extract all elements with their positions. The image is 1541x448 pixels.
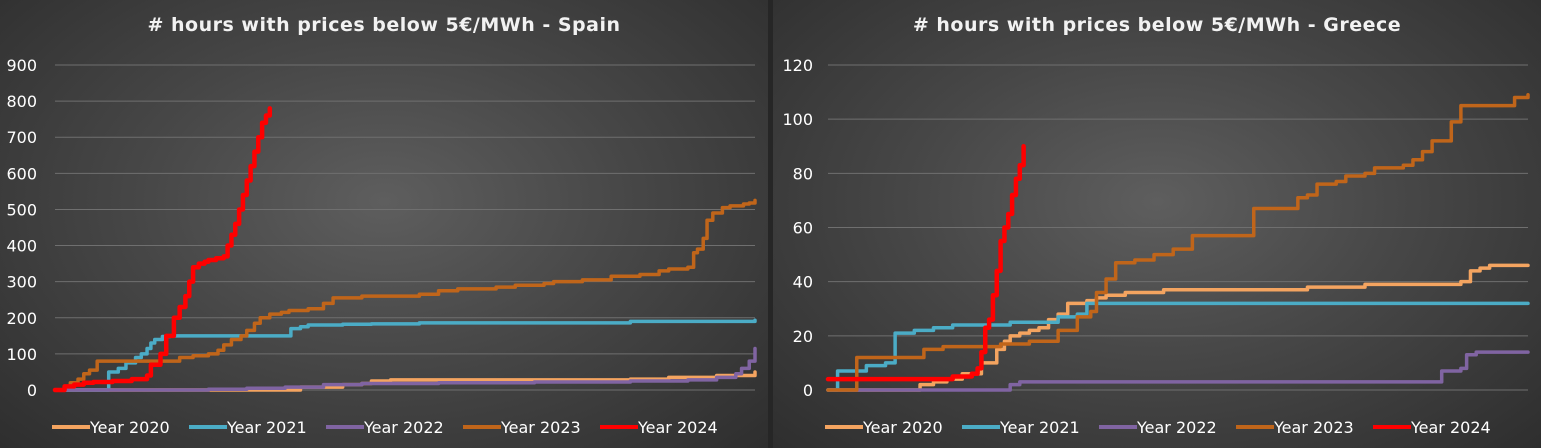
- legend-label-year-2021: Year 2021: [999, 418, 1080, 437]
- legend-label-year-2021: Year 2021: [226, 418, 307, 437]
- legend-label-year-2020: Year 2020: [89, 418, 170, 437]
- series-line-year-2021: [826, 301, 1530, 392]
- legend-label-year-2022: Year 2022: [1136, 418, 1217, 437]
- y-tick-label: 500: [6, 200, 37, 219]
- plot-area-greece: 0 20 40 60 80 100 120 Year 2020 Year 2021 Year 20…: [782, 56, 1530, 437]
- y-tick-label: 60: [793, 219, 813, 238]
- chart-title: # hours with prices below 5€/MWh - Greec…: [912, 14, 1402, 36]
- series-line-year-2024: [825, 144, 1026, 382]
- y-tick-label: 100: [6, 345, 37, 364]
- legend-label-year-2024: Year 2024: [637, 418, 718, 437]
- chart-title: # hours with prices below 5€/MWh - Spain: [147, 14, 621, 36]
- plot-area-spain: 0 100 200 300 400 500 600 700 800 900 Year 2020 Yea…: [6, 56, 757, 437]
- series-line-year-2023: [53, 198, 757, 392]
- y-tick-label: 300: [6, 273, 37, 292]
- y-tick-label: 80: [793, 164, 813, 183]
- y-tick-label: 400: [6, 237, 37, 256]
- y-tick-label: 900: [6, 56, 37, 75]
- y-tick-label: 600: [6, 164, 37, 183]
- y-tick-label: 20: [793, 327, 813, 346]
- legend-label-year-2023: Year 2023: [1273, 418, 1354, 437]
- legend-label-year-2024: Year 2024: [1410, 418, 1491, 437]
- legend-label-year-2020: Year 2020: [862, 418, 943, 437]
- series-line-year-2023: [826, 93, 1530, 392]
- legend-label-year-2023: Year 2023: [500, 418, 581, 437]
- y-tick-label: 0: [27, 381, 37, 400]
- y-tick-label: 800: [6, 92, 37, 111]
- y-tick-label: 120: [782, 56, 813, 75]
- chart-panel-spain: # hours with prices below 5€/MWh - Spain…: [0, 0, 768, 448]
- series-line-year-2024: [52, 106, 273, 393]
- series-line-year-2022: [826, 350, 1530, 392]
- chart-panel-greece: # hours with prices below 5€/MWh - Greec…: [773, 0, 1541, 448]
- y-tick-label: 0: [803, 381, 813, 400]
- legend-label-year-2022: Year 2022: [363, 418, 444, 437]
- series-line-year-2022: [53, 346, 757, 392]
- panel-divider: [768, 0, 773, 448]
- y-tick-label: 100: [782, 110, 813, 129]
- y-tick-label: 700: [6, 128, 37, 147]
- y-tick-label: 40: [793, 273, 813, 292]
- y-tick-label: 200: [6, 309, 37, 328]
